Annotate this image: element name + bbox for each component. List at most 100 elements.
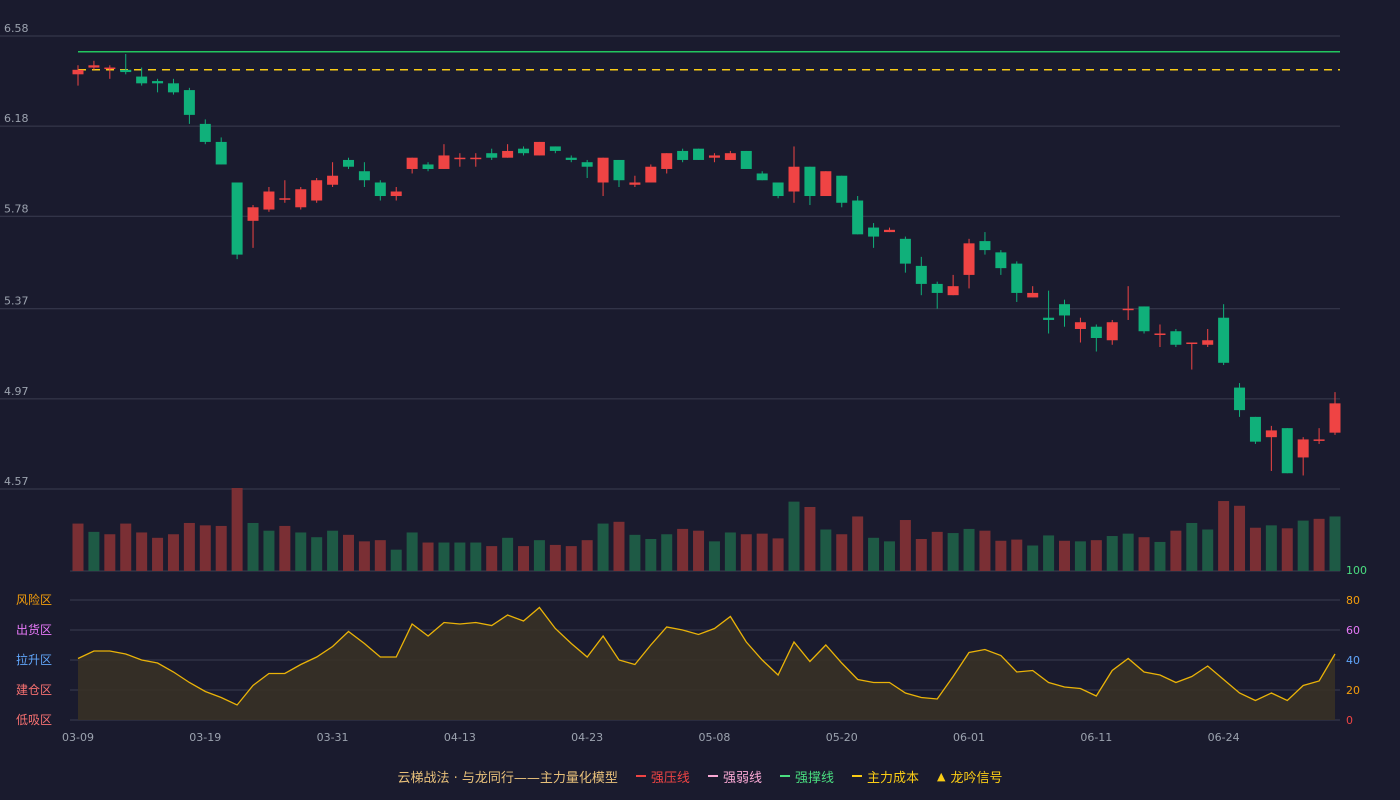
candle [645, 164, 657, 183]
volume-bar [677, 528, 689, 571]
volume-bar [868, 537, 880, 571]
candle [72, 65, 84, 86]
legend-label-dragon-signal: 龙吟信号 [950, 770, 1003, 786]
candle-body [629, 182, 641, 185]
volume-bar [931, 531, 943, 571]
volume-bar [1011, 539, 1023, 571]
volume-bar [263, 530, 275, 571]
candle-body [995, 252, 1007, 269]
volume-bar [136, 532, 148, 571]
oscillator-tick-label: 0 [1346, 714, 1353, 727]
volume-bar [1313, 518, 1325, 571]
oscillator-tick-label: 60 [1346, 624, 1360, 637]
candle-body [502, 150, 514, 158]
candle-body [915, 265, 927, 284]
candle-body [358, 171, 370, 181]
oscillator-tick-label: 20 [1346, 684, 1360, 697]
candle [152, 78, 164, 93]
legend-swatch-resistance [635, 775, 646, 777]
candle [1122, 286, 1134, 320]
candle [1234, 383, 1246, 417]
legend-item-resistance[interactable]: 强压线 [635, 767, 690, 786]
legend-item-dragon-signal[interactable]: ▲ 龙吟信号 [937, 767, 1002, 786]
legend-item-strength[interactable]: 强弱线 [707, 767, 762, 786]
candle [1106, 319, 1118, 345]
volume-bar [1202, 529, 1214, 571]
candle [899, 236, 911, 273]
volume-bar [899, 520, 911, 571]
candle [931, 281, 943, 309]
legend-swatch-support [779, 775, 790, 777]
legend-label-resistance: 强压线 [650, 770, 690, 786]
volume-bar [1234, 505, 1246, 571]
candle-body [947, 286, 959, 296]
volume-bar [756, 533, 768, 571]
volume-bar [1027, 545, 1039, 571]
candle [311, 177, 323, 203]
candle-body [549, 146, 561, 151]
volume-bar [693, 530, 705, 571]
candle [947, 274, 959, 296]
volume-bar [1090, 540, 1102, 571]
legend-label-strength: 强弱线 [722, 770, 762, 786]
legend-item-main-cost[interactable]: 主力成本 [851, 767, 919, 786]
candle [549, 146, 561, 154]
candle-body [1059, 304, 1071, 316]
volume-bar [1265, 525, 1277, 571]
candle [120, 54, 132, 75]
candle [502, 144, 514, 158]
candle-body [1249, 416, 1261, 442]
candle-body [1170, 331, 1182, 345]
volume-bar [629, 534, 641, 571]
candle-body [1154, 333, 1166, 335]
volume-bar [613, 521, 625, 571]
volume-bar [915, 538, 927, 571]
candle [454, 153, 466, 167]
candle-body [979, 241, 991, 251]
candle-body [1106, 322, 1118, 341]
legend-swatch-strength [707, 775, 718, 777]
x-tick-label: 03-19 [189, 731, 221, 744]
candle-body [263, 191, 275, 210]
candle [565, 155, 577, 163]
oscillator-line [77, 606, 1336, 706]
volume-bar [152, 537, 164, 571]
candle-body [1186, 342, 1198, 345]
candle [247, 205, 259, 248]
legend-item-support[interactable]: 强撑线 [779, 767, 834, 786]
candle [963, 238, 975, 289]
candle [708, 153, 720, 163]
candle [979, 232, 991, 255]
volume-bar [724, 532, 736, 571]
candle [804, 166, 816, 206]
x-tick-label: 03-31 [317, 731, 349, 744]
triangle-up-icon: ▲ [936, 769, 946, 783]
candle-body [199, 123, 211, 142]
candle [374, 180, 386, 201]
volume-bar [374, 540, 386, 571]
candle [1218, 304, 1230, 366]
x-tick-label: 06-11 [1080, 731, 1112, 744]
volume-bar [247, 522, 259, 571]
candle-body [1027, 292, 1039, 298]
volume-bar [327, 530, 339, 571]
x-tick-label: 04-23 [571, 731, 603, 744]
candle [1138, 306, 1150, 334]
candle-body [327, 175, 339, 185]
candle-body [565, 157, 577, 160]
volume-bar [486, 546, 498, 571]
candle-body [231, 182, 243, 255]
volume-bar [1218, 501, 1230, 571]
x-tick-label: 06-24 [1208, 731, 1240, 744]
candle [1313, 428, 1325, 444]
candle-body [740, 150, 752, 169]
legend-title: 云梯战法 · 与龙同行——主力量化模型 [397, 770, 618, 786]
candle-body [1074, 322, 1086, 329]
oscillator-zone-label: 低吸区 [16, 713, 52, 727]
candle [438, 144, 450, 169]
candle-body [342, 159, 354, 167]
candle-body [295, 189, 307, 208]
candle-body [167, 83, 179, 93]
volume-bar [342, 534, 354, 571]
